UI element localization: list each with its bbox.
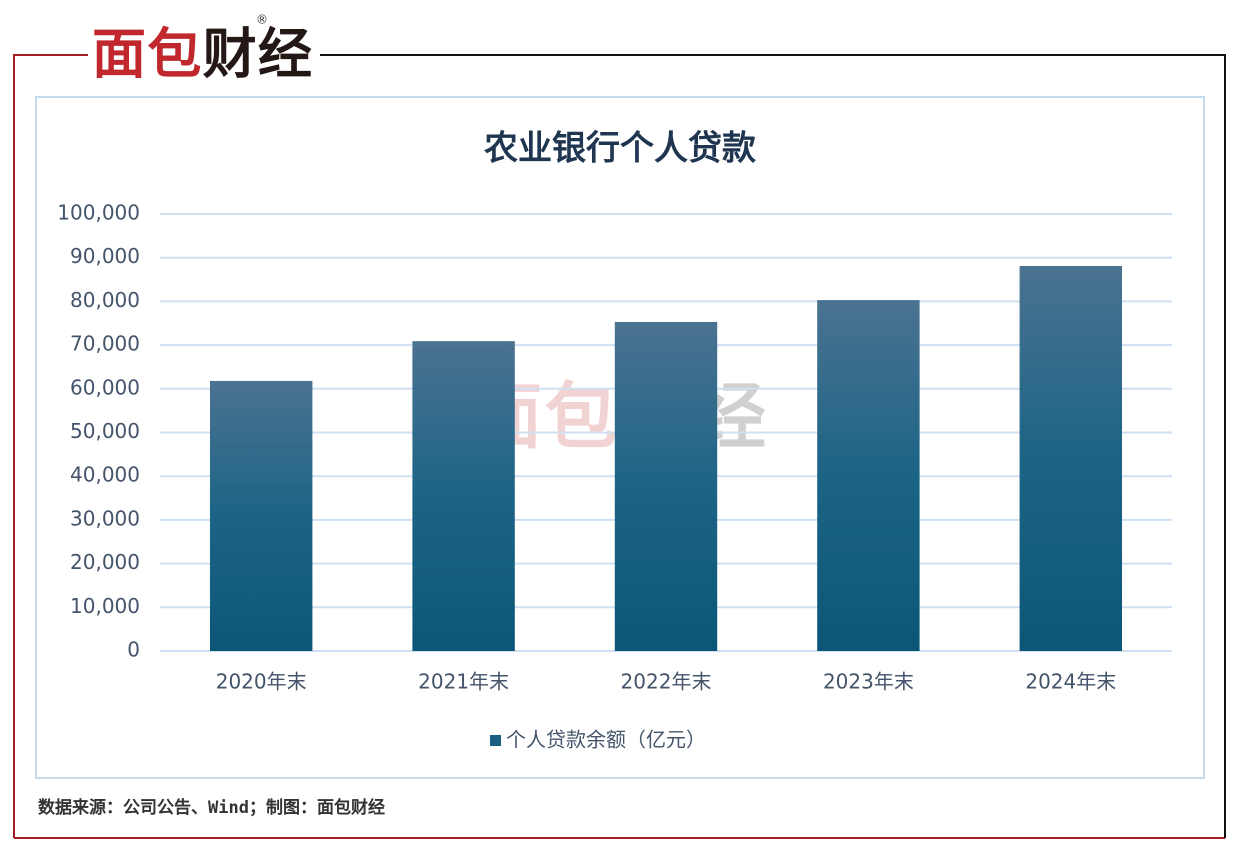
x-tick-label: 2024年末 (1025, 670, 1116, 694)
y-tick-label: 60,000 (70, 375, 140, 399)
bar (614, 321, 718, 651)
bar (1019, 266, 1123, 651)
y-tick-label: 100,000 (57, 201, 140, 225)
y-tick-label: 50,000 (70, 419, 140, 443)
y-tick-label: 90,000 (70, 244, 140, 268)
y-tick-label: 40,000 (70, 463, 140, 487)
bar (209, 380, 313, 651)
y-tick-label: 10,000 (70, 594, 140, 618)
chart-title: 农业银行个人贷款 (484, 129, 756, 169)
frame-left (13, 54, 88, 838)
legend-label: 个人贷款余额（亿元） (506, 728, 706, 752)
legend-swatch (490, 735, 501, 746)
registered-mark: ® (256, 13, 268, 27)
plot-area: 0 10,000 20,000 30,000 40,000 50,000 60,000 70,… (57, 201, 1172, 752)
frame-top-right (320, 54, 1226, 838)
y-tick-label: 80,000 (70, 288, 140, 312)
x-tick-label: 2023年末 (823, 670, 914, 694)
x-tick-label: 2021年末 (418, 670, 509, 694)
bar (817, 300, 920, 651)
logo: 面包财经 (92, 23, 312, 86)
y-tick-label: 70,000 (70, 332, 140, 356)
y-tick-label: 30,000 (70, 506, 140, 530)
x-tick-label: 2022年末 (621, 670, 712, 694)
y-tick-label: 20,000 (70, 550, 140, 574)
x-tick-label: 2020年末 (216, 670, 307, 694)
chart-frame (35, 96, 1205, 779)
bar (412, 341, 515, 651)
source-note: 数据来源：公司公告、Wind；制图：面包财经 (38, 797, 385, 818)
y-tick-label: 0 (127, 638, 140, 662)
